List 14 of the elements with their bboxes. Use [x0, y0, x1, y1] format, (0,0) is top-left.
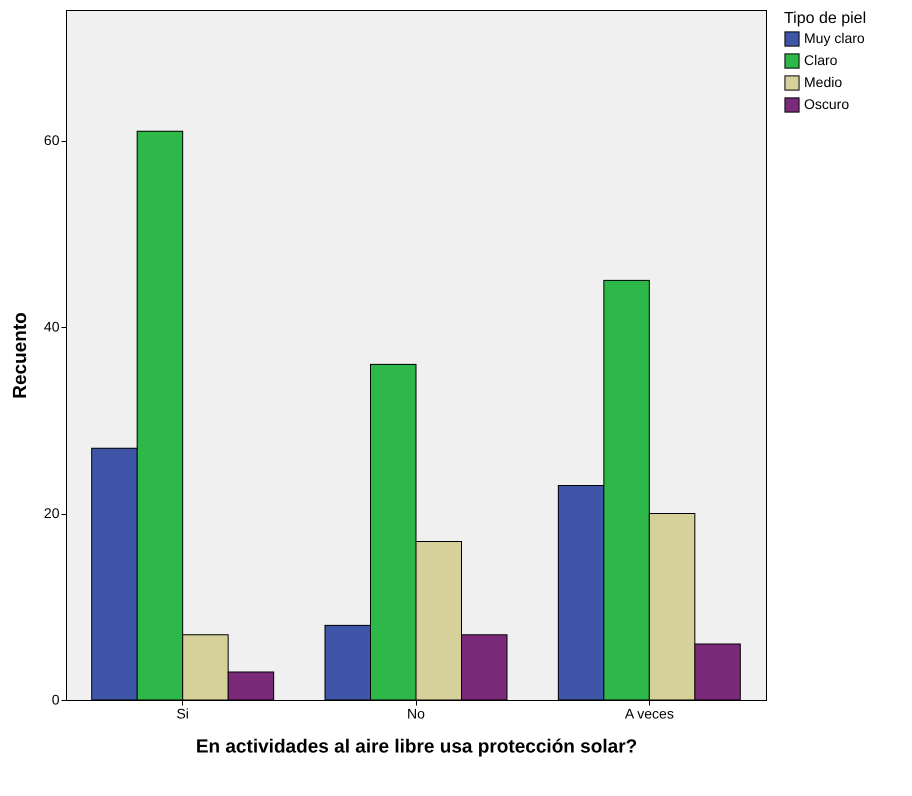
legend-label: Claro	[804, 52, 838, 68]
legend-title: Tipo de piel	[784, 10, 866, 27]
x-tick-label: Si	[176, 706, 189, 722]
y-tick-label: 60	[44, 132, 60, 148]
legend-label: Oscuro	[804, 96, 850, 112]
y-tick-label: 0	[52, 692, 60, 708]
x-tick-label: A veces	[624, 706, 674, 722]
y-tick-label: 40	[44, 318, 60, 335]
x-axis-title: En actividades al aire libre usa protección solar?	[196, 736, 638, 758]
x-tick-label: No	[407, 706, 426, 722]
legend-label: Muy claro	[804, 30, 865, 46]
y-tick-label: 20	[44, 505, 60, 522]
y-axis-title: Recuento	[10, 312, 31, 399]
legend-label: Medio	[804, 74, 842, 90]
